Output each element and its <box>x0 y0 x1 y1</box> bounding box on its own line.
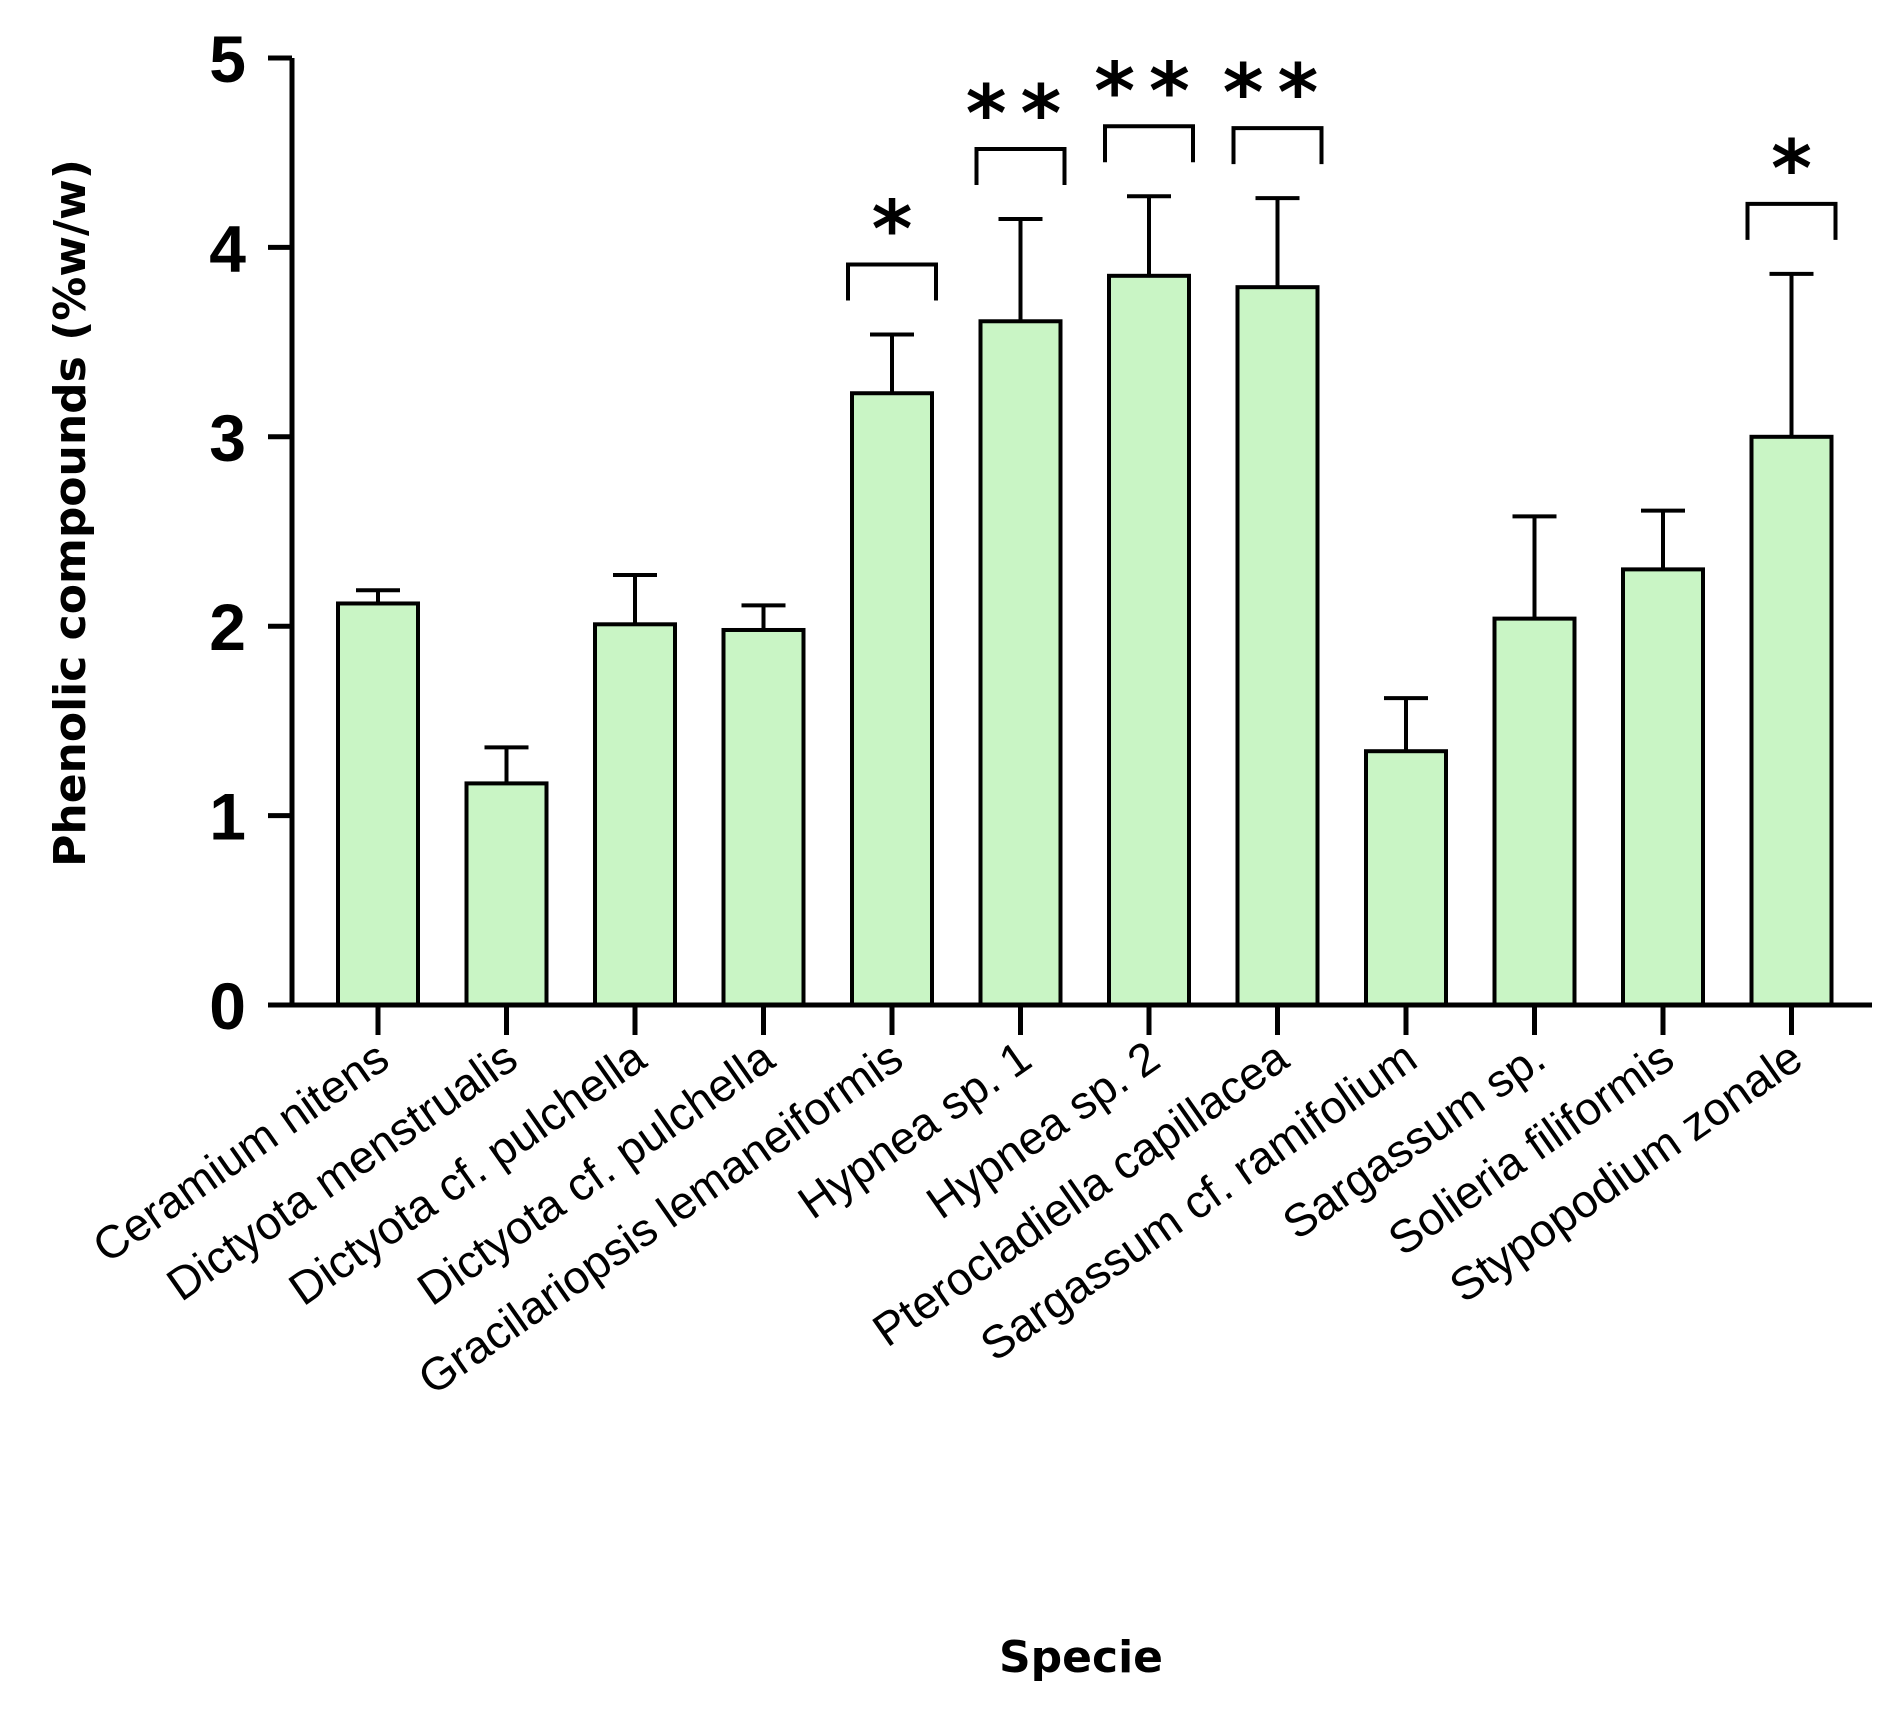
bar <box>978 319 1063 1007</box>
significance-stars: ** <box>1223 49 1333 139</box>
significance-layer: *** ** *** <box>846 47 1838 301</box>
bar <box>721 627 806 1007</box>
significance-bracket <box>1103 124 1195 163</box>
axes-layer <box>289 58 1872 1008</box>
significance-stars: * <box>1771 125 1812 215</box>
y-tick-label: 1 <box>209 780 246 854</box>
y-tick-label: 4 <box>209 211 246 285</box>
bar <box>464 781 549 1007</box>
bar <box>593 622 677 1008</box>
bars-layer <box>336 273 1834 1008</box>
bar <box>1364 749 1448 1007</box>
significance-bracket <box>1231 126 1324 165</box>
significance-stars: ** <box>1094 47 1204 137</box>
x-axis-title: Specie <box>999 1632 1163 1683</box>
bar <box>1235 285 1320 1007</box>
significance-bracket <box>1745 201 1838 240</box>
significance-bracket <box>846 262 938 301</box>
bar <box>1107 273 1191 1007</box>
significance-stars: ** <box>966 70 1076 160</box>
y-tick-label: 3 <box>209 401 246 475</box>
bar <box>1621 567 1705 1007</box>
y-tick-label: 2 <box>209 590 246 664</box>
significance-stars: * <box>872 186 913 276</box>
significance-bracket <box>974 146 1067 185</box>
bar <box>1492 616 1577 1008</box>
y-ticks-layer: 0 1 2 3 4 5 <box>209 22 292 1043</box>
y-tick-label: 5 <box>209 22 246 96</box>
error-bars-layer <box>356 194 1814 784</box>
y-tick-label: 0 <box>209 969 246 1043</box>
bar <box>1749 434 1834 1007</box>
y-axis-title: Phenolic compounds (%w/w) <box>45 159 96 867</box>
bar <box>336 601 420 1007</box>
bar <box>850 391 934 1008</box>
